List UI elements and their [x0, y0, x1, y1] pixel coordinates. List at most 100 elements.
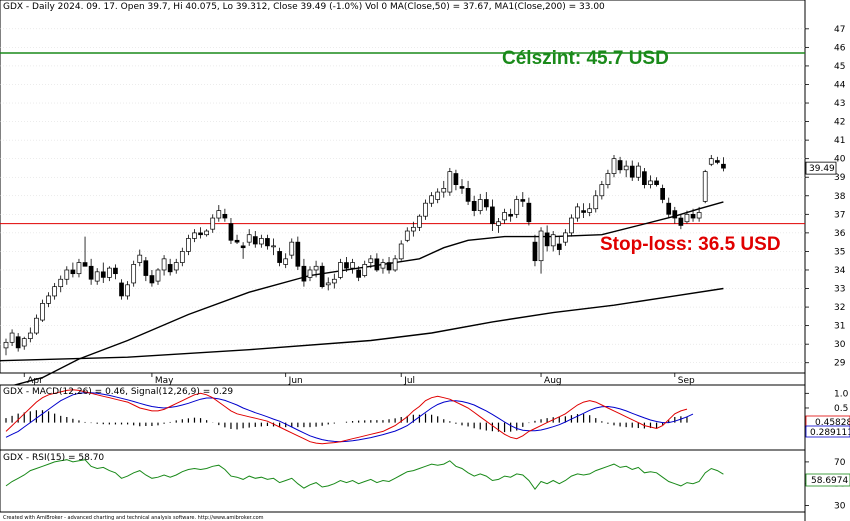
candle-body [149, 275, 155, 284]
candle-body [362, 264, 368, 276]
candle [107, 266, 112, 282]
candle [240, 242, 246, 259]
candle-body [9, 332, 15, 343]
candle [581, 203, 586, 219]
candle-body [520, 199, 526, 202]
candle-body [283, 258, 289, 265]
candle-body [125, 284, 130, 297]
candle-body [648, 180, 653, 185]
candle [344, 256, 349, 272]
candle-body [459, 186, 465, 189]
candle-body [398, 243, 404, 260]
candle-body [277, 251, 282, 263]
candle-body [684, 213, 690, 223]
candle-body [27, 332, 33, 339]
candle-body [259, 238, 264, 245]
candle-body [64, 269, 70, 280]
candle [684, 210, 690, 224]
candle-body [623, 165, 629, 171]
candle-body [715, 160, 720, 163]
candle [569, 214, 574, 237]
price-panel [0, 0, 806, 374]
candle [113, 264, 118, 280]
macd-line [5, 389, 688, 445]
candle [708, 154, 714, 167]
candle [40, 299, 45, 322]
candle [186, 234, 191, 256]
candle [3, 338, 9, 356]
candle [690, 208, 696, 222]
x-tick-label: Jul [403, 376, 415, 386]
y-tick-label: 31 [834, 322, 845, 332]
signal-line [5, 392, 694, 443]
candle [94, 268, 100, 285]
candle-body [265, 238, 270, 247]
candle-body [702, 171, 708, 202]
y-tick-label: 46 [834, 43, 846, 53]
candle [167, 258, 173, 276]
y-tick-label: 47 [834, 25, 845, 35]
chart-header: GDX - Daily 2024. 09. 17. Open 39.7, Hi … [3, 2, 605, 12]
candle [216, 205, 222, 222]
rsi-tick-label: 70 [834, 458, 846, 468]
candle [654, 177, 659, 187]
candle-body [629, 165, 635, 178]
candle [259, 234, 264, 248]
candle-body [441, 188, 447, 193]
candle-body [514, 199, 520, 215]
candle [660, 184, 665, 204]
candle [307, 266, 313, 282]
candle-body [575, 206, 580, 219]
candle-body [435, 191, 441, 200]
candle-body [234, 239, 240, 243]
candle [88, 258, 94, 285]
candle-body [192, 232, 197, 239]
rsi-label: GDX - RSI(15) = 58.70 [3, 453, 104, 463]
candle-body [331, 278, 337, 284]
candle [459, 179, 465, 194]
candle-body [319, 265, 325, 288]
candle-body [617, 160, 623, 171]
candle-body [131, 264, 137, 284]
candle-body [660, 188, 665, 200]
candle [265, 234, 270, 250]
candle [629, 160, 635, 181]
candle [398, 240, 404, 261]
candle-body [82, 262, 88, 267]
candle-body [222, 213, 228, 219]
candle-body [338, 262, 343, 278]
rsi-tick-label: 30 [834, 502, 846, 512]
candle [538, 227, 544, 274]
candle-body [502, 212, 507, 221]
candle [34, 314, 39, 335]
candle [532, 234, 538, 267]
y-tick-label: 39 [834, 173, 846, 183]
candle [15, 333, 21, 352]
candle-body [204, 230, 209, 236]
macd-tick-label: 1.0 [834, 389, 849, 399]
candle [143, 256, 149, 282]
candle [715, 156, 720, 165]
candle-body [271, 245, 276, 248]
candle-body [356, 269, 361, 278]
candle-body [477, 199, 483, 211]
candle-body [52, 286, 57, 297]
candle [429, 192, 434, 207]
y-tick-label: 41 [834, 136, 845, 146]
candle-body [143, 260, 149, 276]
candle [137, 249, 143, 267]
candle [526, 197, 532, 226]
candle [155, 268, 161, 285]
candle-body [15, 336, 21, 349]
y-tick-label: 45 [834, 62, 845, 72]
candle [179, 247, 185, 267]
candle-body [532, 241, 538, 262]
candle-body [690, 213, 696, 219]
candle [508, 208, 513, 222]
candle [21, 336, 27, 350]
macd-value: 0.45828 [815, 418, 850, 428]
y-tick-label: 32 [834, 303, 845, 313]
signal-value: 0.289111 [810, 428, 850, 438]
candle-body [100, 271, 106, 278]
candle [198, 227, 203, 239]
